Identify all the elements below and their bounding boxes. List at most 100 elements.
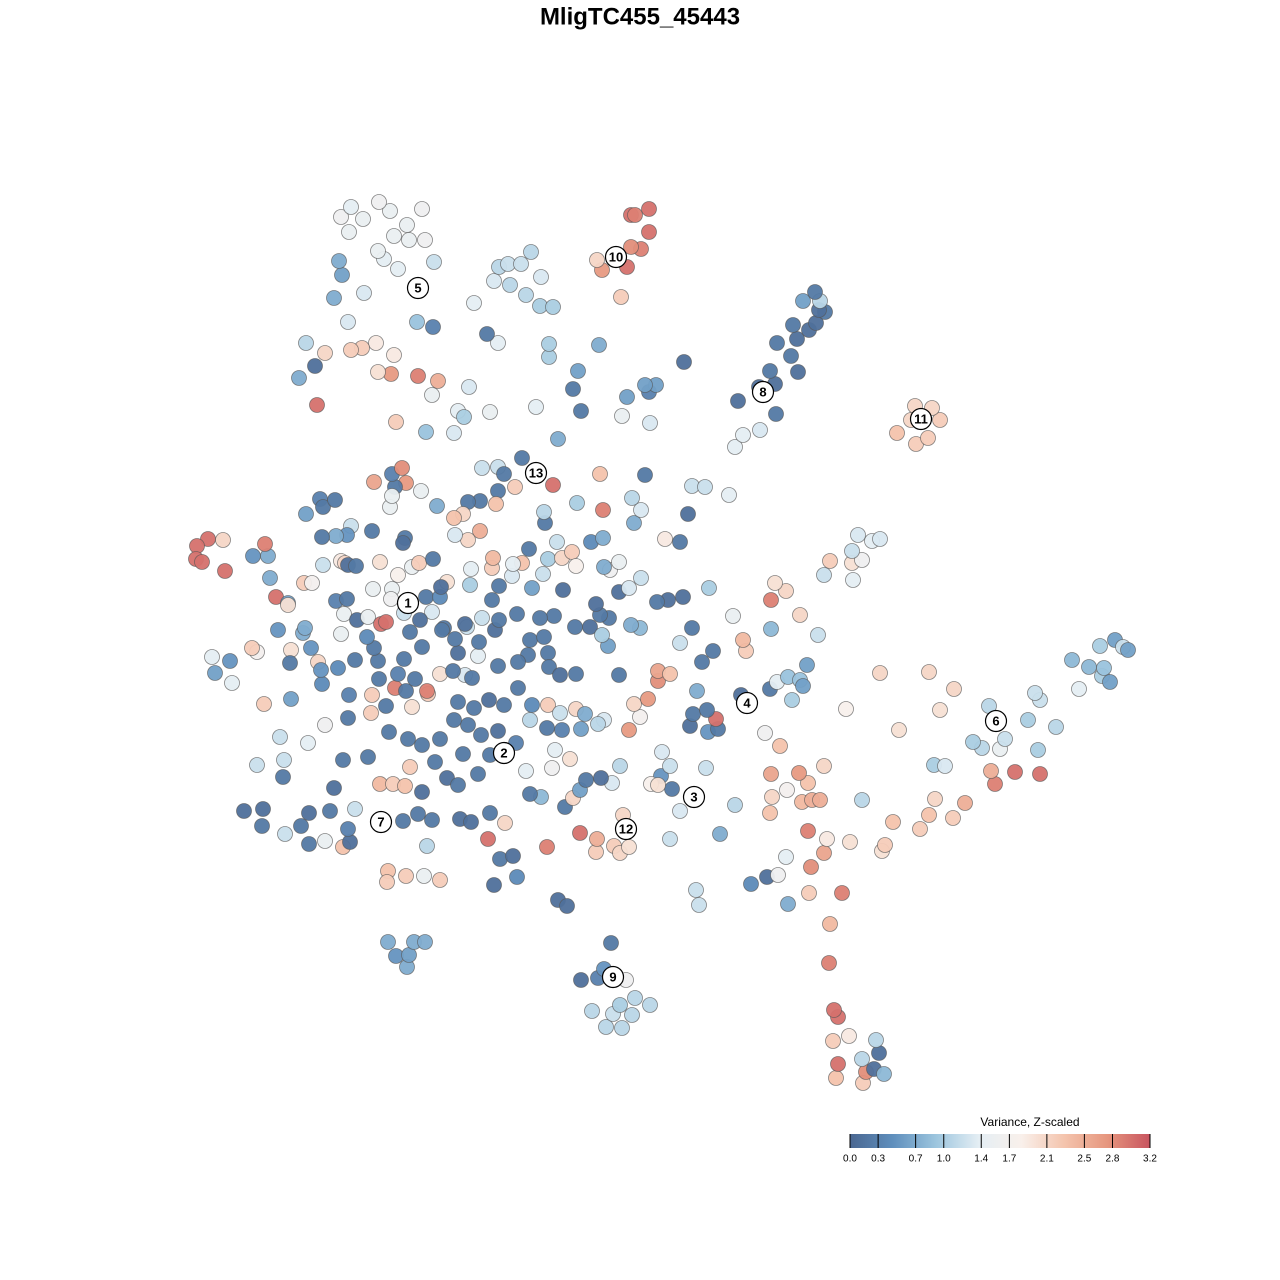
point (497, 815, 513, 831)
colorbar-tick-label: 1.7 (1002, 1154, 1016, 1165)
point (779, 782, 795, 798)
point (446, 510, 462, 526)
cluster-marker (735, 691, 759, 715)
point (429, 498, 445, 514)
point (447, 631, 463, 647)
point (546, 608, 562, 624)
point (626, 515, 642, 531)
cluster-marker (751, 380, 775, 404)
point (825, 1033, 841, 1049)
point (379, 874, 395, 890)
point (378, 614, 394, 630)
point (532, 610, 548, 626)
point (770, 867, 786, 883)
point (540, 551, 556, 567)
point (541, 659, 557, 675)
point (410, 368, 426, 384)
colorbar-title: Variance, Z-scaled (980, 1115, 1079, 1129)
point (568, 666, 584, 682)
point (549, 534, 565, 550)
point (249, 757, 265, 773)
point (611, 667, 627, 683)
point (780, 896, 796, 912)
point (816, 845, 832, 861)
point (763, 766, 779, 782)
point (277, 826, 293, 842)
cluster-marker (682, 785, 706, 809)
point (627, 207, 643, 223)
point (254, 818, 270, 834)
point (621, 722, 637, 738)
point (419, 838, 435, 854)
point (390, 567, 406, 583)
point (578, 772, 594, 788)
cluster-marker (369, 810, 393, 834)
cluster-label: 9 (609, 969, 616, 984)
point (446, 425, 462, 441)
point (945, 810, 961, 826)
point (1007, 764, 1023, 780)
point (291, 370, 307, 386)
point (725, 608, 741, 624)
cluster-marker (524, 461, 548, 485)
point (322, 803, 338, 819)
point (800, 775, 816, 791)
point (280, 597, 296, 613)
point (921, 664, 937, 680)
point (588, 596, 604, 612)
point (619, 389, 635, 405)
point (565, 381, 581, 397)
point (752, 422, 768, 438)
point (522, 632, 538, 648)
point (689, 683, 705, 699)
point (474, 460, 490, 476)
point (433, 579, 449, 595)
point (626, 696, 642, 712)
point (313, 662, 329, 678)
point (386, 228, 402, 244)
point (937, 758, 953, 774)
point (333, 209, 349, 225)
point (518, 287, 534, 303)
point (447, 527, 463, 543)
point (868, 1032, 884, 1048)
point (492, 851, 508, 867)
point (854, 552, 870, 568)
point (430, 373, 446, 389)
point (522, 712, 538, 728)
point (822, 553, 838, 569)
point (370, 243, 386, 259)
cluster-marker (604, 245, 628, 269)
cluster-label: 6 (992, 713, 999, 728)
point (414, 639, 430, 655)
point (383, 591, 399, 607)
point (510, 654, 526, 670)
point (764, 789, 780, 805)
point (854, 792, 870, 808)
point (757, 725, 773, 741)
point (455, 746, 471, 762)
point (1027, 685, 1043, 701)
point (343, 342, 359, 358)
point (315, 557, 331, 573)
point (510, 680, 526, 696)
chart-title: MligTC455_45443 (540, 3, 740, 30)
point (491, 612, 507, 628)
cluster-marker (406, 276, 430, 300)
point (347, 652, 363, 668)
point (486, 273, 502, 289)
point (417, 934, 433, 950)
point (539, 839, 555, 855)
point (642, 997, 658, 1013)
point (479, 326, 495, 342)
point (301, 836, 317, 852)
point (397, 778, 413, 794)
point (404, 699, 420, 715)
point (701, 580, 717, 596)
colorbar-tick-label: 1.4 (974, 1154, 988, 1165)
point (418, 589, 434, 605)
point (595, 530, 611, 546)
point (383, 366, 399, 382)
point (363, 705, 379, 721)
cluster-label: 3 (690, 789, 697, 804)
